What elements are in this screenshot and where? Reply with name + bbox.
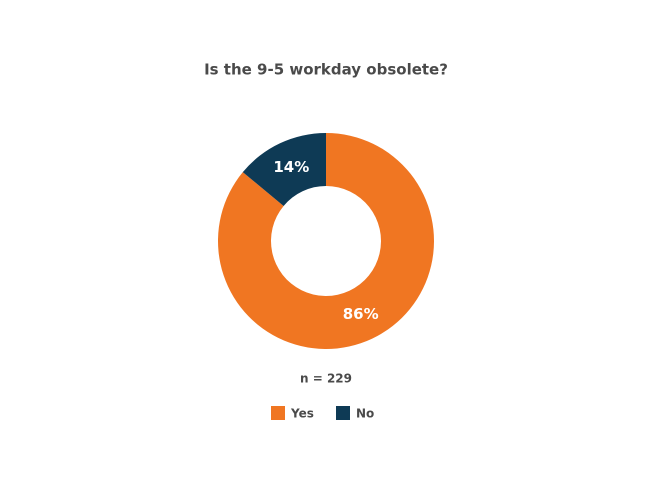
chart-title: Is the 9-5 workday obsolete? [204,61,448,79]
note: n = 229 [300,372,352,386]
legend-label: No [356,407,374,421]
pie-slice [217,133,434,349]
data-label: 86% [343,305,379,323]
legend-swatch [336,406,350,420]
data-label: 14% [273,158,309,176]
pie-slice [242,133,326,206]
legend-swatch [271,406,285,420]
legend-label: Yes [290,407,314,421]
